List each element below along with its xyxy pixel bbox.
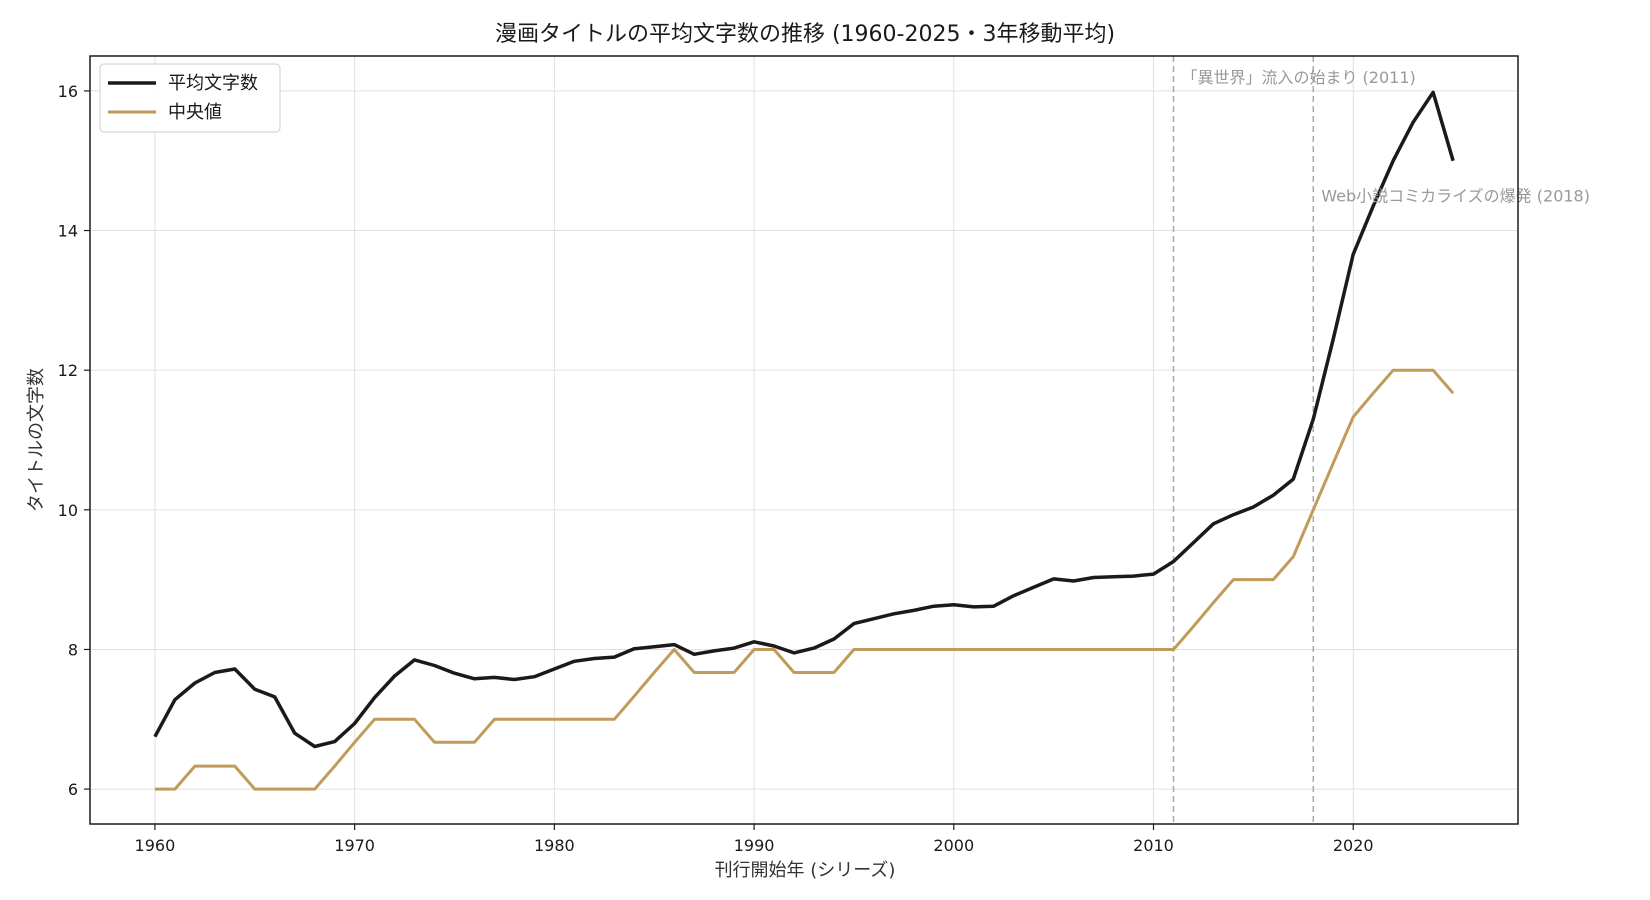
- x-tick-label: 1960: [135, 836, 176, 855]
- y-tick-label: 8: [68, 640, 78, 659]
- y-tick-label: 12: [58, 361, 78, 380]
- series-line-2: [154, 368, 1455, 791]
- y-axis-label: タイトルの文字数: [26, 368, 47, 512]
- x-axis-label: 刊行開始年 (シリーズ): [715, 860, 896, 881]
- x-tick-label: 2020: [1333, 836, 1374, 855]
- legend-box: [99, 63, 281, 133]
- y-tick-label: 16: [58, 82, 78, 101]
- x-tick-label: 2010: [1133, 836, 1174, 855]
- legend-label-1: 平均文字数: [168, 73, 258, 94]
- plot-area: 「異世界」流入の始まり (2011) Web小説コミカライズの爆発 (2018) 1…: [58, 55, 1590, 855]
- x-tick-label: 1990: [734, 836, 775, 855]
- y-tick-label: 10: [58, 501, 78, 520]
- plot-frame: [89, 55, 1519, 825]
- legend-label-2: 中央値: [168, 102, 222, 123]
- y-tick-label: 6: [68, 780, 78, 799]
- annotation-label: Web小説コミカライズの爆発 (2018): [1321, 187, 1590, 206]
- x-tick-label: 1970: [334, 836, 375, 855]
- y-tick-label: 14: [58, 222, 78, 241]
- chart-title: 漫画タイトルの平均文字数の推移 (1960-2025・3年移動平均): [495, 22, 1115, 47]
- annotation-label: 「異世界」流入の始まり (2011): [1181, 68, 1415, 87]
- series-line-1: [153, 90, 1455, 749]
- x-tick-label: 1980: [534, 836, 575, 855]
- x-tick-label: 2000: [933, 836, 974, 855]
